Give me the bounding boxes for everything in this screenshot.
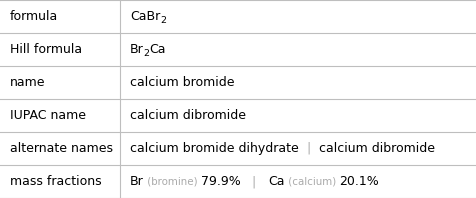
Text: Hill formula: Hill formula	[10, 43, 82, 56]
Text: 2: 2	[143, 49, 149, 58]
Text: 20.1%: 20.1%	[339, 175, 378, 188]
Text: 2: 2	[160, 16, 166, 25]
Text: 79.9%: 79.9%	[200, 175, 240, 188]
Text: (bromine): (bromine)	[143, 176, 200, 187]
Text: |: |	[298, 142, 318, 155]
Text: alternate names: alternate names	[10, 142, 113, 155]
Text: calcium bromide: calcium bromide	[130, 76, 234, 89]
Text: Br: Br	[130, 43, 143, 56]
Text: Ca: Ca	[268, 175, 285, 188]
Text: |: |	[240, 175, 268, 188]
Text: mass fractions: mass fractions	[10, 175, 101, 188]
Text: Ca: Ca	[149, 43, 166, 56]
Text: Br: Br	[130, 175, 143, 188]
Text: IUPAC name: IUPAC name	[10, 109, 86, 122]
Text: calcium bromide dihydrate: calcium bromide dihydrate	[130, 142, 298, 155]
Text: formula: formula	[10, 10, 58, 23]
Text: CaBr: CaBr	[130, 10, 160, 23]
Text: calcium dibromide: calcium dibromide	[130, 109, 246, 122]
Text: calcium dibromide: calcium dibromide	[318, 142, 434, 155]
Text: name: name	[10, 76, 45, 89]
Text: (calcium): (calcium)	[285, 176, 339, 187]
